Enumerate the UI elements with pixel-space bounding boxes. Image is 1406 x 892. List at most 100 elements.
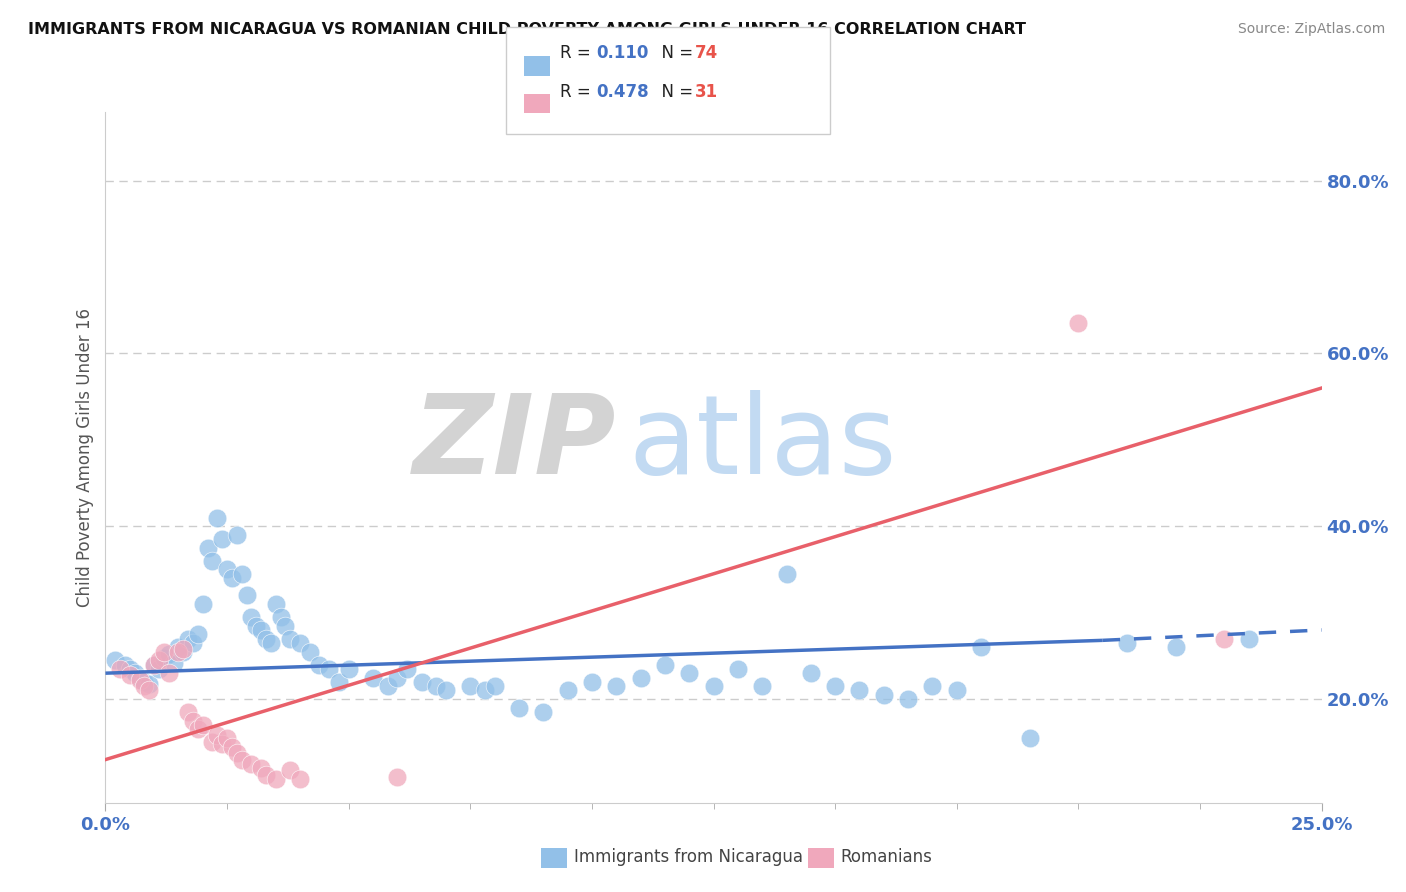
Point <box>377 679 399 693</box>
Text: N =: N = <box>651 83 699 101</box>
Text: N =: N = <box>651 44 699 62</box>
Point <box>250 623 273 637</box>
Point <box>1116 636 1139 650</box>
Point <box>474 683 496 698</box>
Point <box>138 683 160 698</box>
Point <box>138 676 160 690</box>
Text: 0.110: 0.110 <box>596 44 648 62</box>
Text: ZIP: ZIP <box>413 390 616 497</box>
Point <box>508 700 530 714</box>
Point <box>104 653 127 667</box>
Point <box>288 636 311 650</box>
Point <box>167 644 190 658</box>
Point <box>1067 316 1090 330</box>
Point <box>897 692 920 706</box>
Point <box>873 688 896 702</box>
Point <box>177 705 200 719</box>
Point <box>425 679 447 693</box>
Point <box>217 562 239 576</box>
Point <box>557 683 579 698</box>
Text: 0.478: 0.478 <box>596 83 648 101</box>
Point <box>181 714 204 728</box>
Point <box>751 679 773 693</box>
Point <box>1213 632 1236 646</box>
Point <box>148 662 170 676</box>
Text: Romanians: Romanians <box>841 848 932 866</box>
Point <box>124 666 146 681</box>
Point <box>143 657 166 672</box>
Point <box>396 662 419 676</box>
Text: R =: R = <box>560 44 596 62</box>
Point <box>288 772 311 786</box>
Point <box>172 644 194 658</box>
Point <box>260 636 283 650</box>
Point <box>328 674 350 689</box>
Point <box>181 636 204 650</box>
Point <box>187 723 209 737</box>
Text: IMMIGRANTS FROM NICARAGUA VS ROMANIAN CHILD POVERTY AMONG GIRLS UNDER 16 CORRELA: IMMIGRANTS FROM NICARAGUA VS ROMANIAN CH… <box>28 22 1026 37</box>
Point <box>108 662 131 676</box>
Point <box>254 632 277 646</box>
Point <box>157 647 180 661</box>
Point <box>157 666 180 681</box>
Point <box>458 679 481 693</box>
Point <box>848 683 870 698</box>
Point <box>318 662 340 676</box>
Point <box>298 644 321 658</box>
Text: 31: 31 <box>695 83 717 101</box>
Point <box>775 566 797 581</box>
Point <box>240 756 263 771</box>
Point <box>143 657 166 672</box>
Point <box>172 642 194 657</box>
Point <box>240 610 263 624</box>
Point <box>824 679 846 693</box>
Point <box>128 671 150 685</box>
Point <box>134 674 156 689</box>
Point <box>274 618 297 632</box>
Text: atlas: atlas <box>628 390 897 497</box>
Point <box>605 679 627 693</box>
Point <box>654 657 676 672</box>
Point <box>264 772 287 786</box>
Point <box>231 566 253 581</box>
Point <box>630 671 652 685</box>
Point <box>211 737 233 751</box>
Point <box>484 679 506 693</box>
Point <box>245 618 267 632</box>
Point <box>118 662 141 676</box>
Point <box>134 679 156 693</box>
Point <box>800 666 823 681</box>
Point <box>727 662 749 676</box>
Point <box>264 597 287 611</box>
Point <box>678 666 700 681</box>
Point <box>114 657 136 672</box>
Point <box>235 589 257 603</box>
Point <box>337 662 360 676</box>
Point <box>361 671 384 685</box>
Text: R =: R = <box>560 83 596 101</box>
Point <box>387 671 409 685</box>
Point <box>167 640 190 655</box>
Point <box>308 657 330 672</box>
Point <box>177 632 200 646</box>
Point <box>153 644 176 658</box>
Text: Source: ZipAtlas.com: Source: ZipAtlas.com <box>1237 22 1385 37</box>
Point <box>191 597 214 611</box>
Point <box>254 768 277 782</box>
Point <box>250 761 273 775</box>
Point <box>153 650 176 665</box>
Point <box>270 610 292 624</box>
Point <box>581 674 603 689</box>
Point <box>201 554 224 568</box>
Point <box>221 571 243 585</box>
Point <box>921 679 943 693</box>
Point <box>225 746 247 760</box>
Point <box>118 668 141 682</box>
Point <box>434 683 457 698</box>
Point <box>217 731 239 745</box>
Point <box>387 770 409 784</box>
Point <box>231 753 253 767</box>
Point <box>201 735 224 749</box>
Point <box>191 718 214 732</box>
Point <box>162 656 184 670</box>
